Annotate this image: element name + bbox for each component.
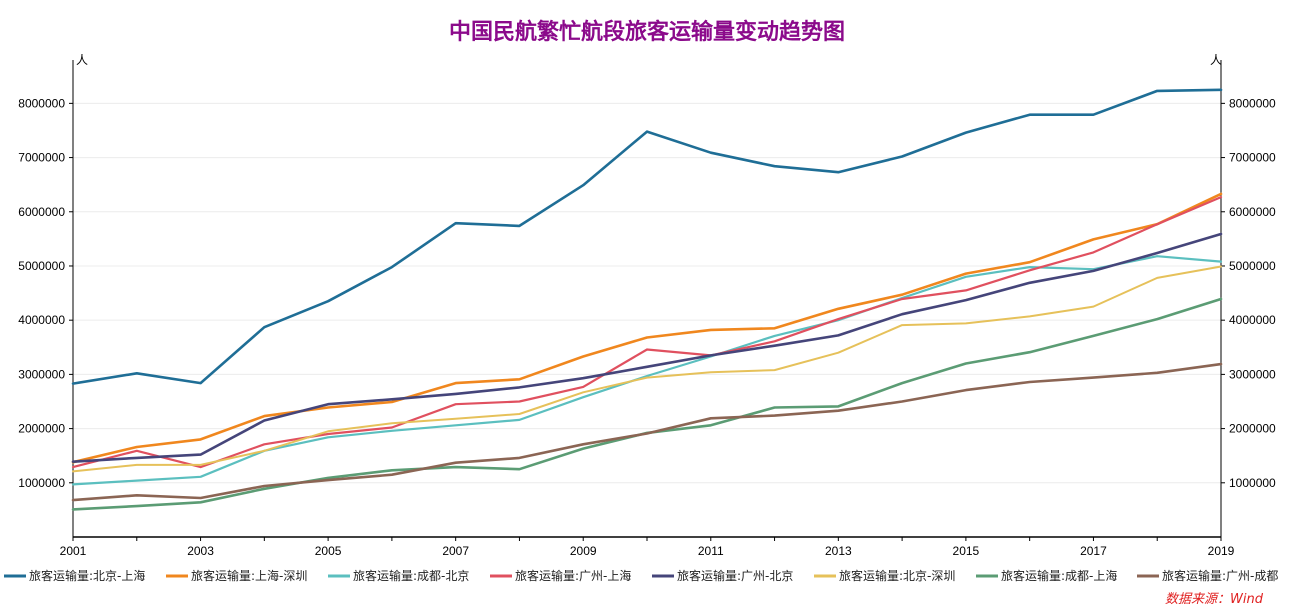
series-line-7 (71, 297, 1223, 511)
x-tick-label: 2007 (442, 544, 469, 558)
series-lines (71, 88, 1223, 511)
y-tick-label-right: 7000000 (1229, 151, 1276, 165)
y-tick-label-right: 4000000 (1229, 313, 1276, 327)
legend-label: 旅客运输量:广州-成都 (1162, 568, 1278, 583)
x-tick-label: 2013 (825, 544, 852, 558)
legend-label: 旅客运输量:广州-上海 (515, 568, 631, 583)
y-tick-label-left: 2000000 (18, 422, 65, 436)
y-tick-label-left: 8000000 (18, 96, 65, 110)
series-line-2 (71, 192, 1223, 464)
grid (73, 102, 1221, 484)
series-line-4 (71, 196, 1223, 469)
legend-label: 旅客运输量:成都-上海 (1001, 568, 1117, 583)
x-tick-label: 2001 (60, 544, 87, 558)
y-tick-label-left: 4000000 (18, 313, 65, 327)
source-note: 数据来源：Wind (1165, 592, 1264, 607)
x-ticks: 2001 2003 2005 2007 2009 2011 2013 2015 2017 2019 (60, 537, 1235, 558)
legend-label: 旅客运输量:北京-深圳 (839, 568, 955, 583)
legend-label: 旅客运输量:上海-深圳 (191, 568, 307, 583)
y-tick-label-right: 2000000 (1229, 422, 1276, 436)
y-tick-label-right: 8000000 (1229, 96, 1276, 110)
y-tick-label-right: 1000000 (1229, 476, 1276, 490)
legend-label: 旅客运输量:成都-北京 (353, 568, 469, 583)
series-line-5 (71, 232, 1223, 464)
series-line-6 (72, 265, 1222, 473)
x-tick-label: 2003 (187, 544, 214, 558)
y-unit-left: 人 (76, 53, 88, 67)
legend: 旅客运输量:北京-上海 旅客运输量:上海-深圳 旅客运输量:成都-北京 旅客运输量:广… (4, 568, 1278, 583)
legend-label: 旅客运输量:北京-上海 (29, 568, 145, 583)
series-line-8 (71, 362, 1223, 502)
y-tick-label-right: 6000000 (1229, 205, 1276, 219)
y-tick-label-right: 3000000 (1229, 367, 1276, 381)
y-tick-label-left: 6000000 (18, 205, 65, 219)
x-tick-label: 2009 (570, 544, 597, 558)
y-tick-label-left: 5000000 (18, 259, 65, 273)
y-unit-right: 人 (1210, 53, 1222, 67)
chart-title: 中国民航繁忙航段旅客运输量变动趋势图 (449, 19, 845, 45)
y-tick-label-left: 3000000 (18, 367, 65, 381)
x-tick-label: 2019 (1208, 544, 1235, 558)
legend-label: 旅客运输量:广州-北京 (677, 568, 793, 583)
x-tick-label: 2011 (698, 544, 724, 558)
y-ticks-right: 1000000 2000000 3000000 4000000 5000000 60000… (1221, 96, 1276, 490)
x-tick-label: 2015 (953, 544, 980, 558)
x-tick-label: 2005 (315, 544, 342, 558)
y-tick-label-right: 5000000 (1229, 259, 1276, 273)
x-tick-label: 2017 (1080, 544, 1107, 558)
y-ticks-left: 1000000 2000000 3000000 4000000 5000000 60000… (18, 96, 73, 490)
y-tick-label-left: 1000000 (18, 476, 65, 490)
y-tick-label-left: 7000000 (18, 151, 65, 165)
series-line-1 (71, 88, 1223, 385)
